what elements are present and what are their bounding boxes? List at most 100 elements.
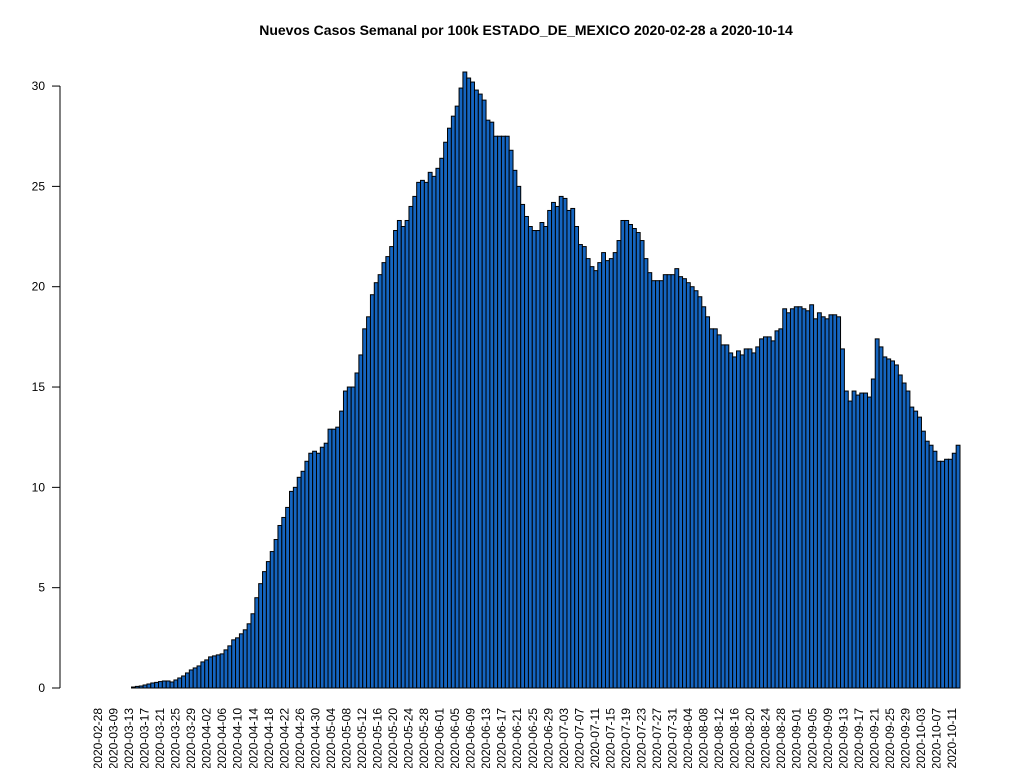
bar [497, 135, 502, 689]
bar [551, 201, 556, 689]
x-tick-label: 2020-08-08 [697, 708, 711, 768]
bar [358, 354, 364, 689]
bar [335, 426, 341, 689]
bar [400, 226, 406, 689]
x-tick-label: 2020-03-13 [122, 708, 136, 768]
bar [581, 246, 587, 689]
bar [843, 390, 849, 689]
bar [489, 121, 495, 689]
bar [427, 171, 433, 689]
bar [928, 444, 934, 689]
bar [527, 226, 533, 689]
x-tick-label: 2020-10-03 [914, 708, 928, 768]
bar [778, 328, 784, 689]
bar [277, 524, 283, 689]
bar [786, 312, 791, 689]
bar [200, 661, 206, 689]
bar [493, 135, 499, 689]
bar [585, 258, 591, 689]
x-tick-label: 2020-05-16 [371, 708, 385, 768]
bar [882, 356, 888, 689]
bar [366, 316, 371, 689]
bar [751, 352, 757, 689]
x-tick-label: 2020-10-07 [930, 708, 944, 768]
x-tick-label: 2020-03-09 [107, 708, 121, 768]
bar [292, 486, 298, 689]
bar [346, 386, 352, 689]
bar [512, 169, 518, 689]
bar [504, 135, 510, 689]
x-tick-label: 2020-03-21 [153, 708, 167, 768]
bar [250, 613, 256, 689]
bar [500, 135, 506, 689]
bar [951, 452, 957, 689]
bar [273, 539, 279, 689]
bar [601, 252, 606, 689]
bar [323, 442, 329, 689]
bar [423, 181, 429, 689]
bar [616, 240, 622, 689]
x-tick-label: 2020-07-15 [603, 708, 617, 768]
bar [743, 348, 749, 689]
bar [304, 460, 310, 689]
bar [917, 416, 922, 689]
bar [134, 685, 140, 689]
bar [235, 637, 240, 689]
bar [385, 256, 391, 689]
bar [192, 667, 198, 689]
bar [855, 394, 861, 689]
x-tick-label: 2020-09-21 [867, 708, 881, 768]
bar [146, 683, 152, 689]
bar [890, 360, 895, 689]
bar [223, 649, 229, 689]
bar [589, 266, 595, 689]
bar [901, 382, 907, 689]
bar [308, 452, 314, 689]
y-tick-label: 30 [32, 79, 46, 93]
y-axis: 0 5 10 15 20 25 30 [32, 79, 61, 695]
bar [685, 282, 691, 689]
x-axis: 2020-02-28 2020-03-09 2020-03-13 2020-03-17… [91, 708, 959, 768]
bar [254, 597, 260, 689]
bar [543, 226, 549, 689]
bar [404, 219, 410, 689]
bar [662, 274, 668, 689]
bars-group [131, 71, 961, 689]
x-tick-label: 2020-06-25 [526, 708, 540, 768]
bar [219, 653, 225, 689]
x-tick-label: 2020-03-25 [169, 708, 183, 768]
bar [150, 682, 156, 689]
bar [597, 262, 603, 689]
bar [554, 205, 560, 689]
bar [674, 268, 680, 689]
bar [516, 185, 522, 689]
bar [682, 278, 687, 689]
bar [377, 274, 383, 689]
bar [624, 219, 630, 689]
bar [840, 348, 845, 689]
bar [886, 358, 892, 689]
x-tick-label: 2020-06-01 [433, 708, 447, 768]
bar [805, 310, 811, 689]
x-tick-label: 2020-04-06 [215, 708, 229, 768]
bar [697, 296, 703, 689]
bar [154, 681, 159, 689]
bar [816, 312, 822, 689]
bar [893, 364, 899, 689]
bar [647, 272, 653, 689]
x-tick-label: 2020-04-22 [277, 708, 291, 768]
bar [604, 260, 610, 689]
bar [539, 222, 545, 689]
x-tick-label: 2020-09-01 [790, 708, 804, 768]
x-tick-label: 2020-09-09 [821, 708, 835, 768]
bar [373, 282, 379, 689]
bar [747, 348, 753, 689]
bar [381, 262, 387, 689]
bar [801, 308, 807, 689]
bar [851, 390, 857, 689]
bar [955, 444, 961, 689]
bar [793, 306, 799, 689]
bar [759, 338, 764, 689]
bar [878, 346, 884, 689]
bar [412, 195, 418, 689]
